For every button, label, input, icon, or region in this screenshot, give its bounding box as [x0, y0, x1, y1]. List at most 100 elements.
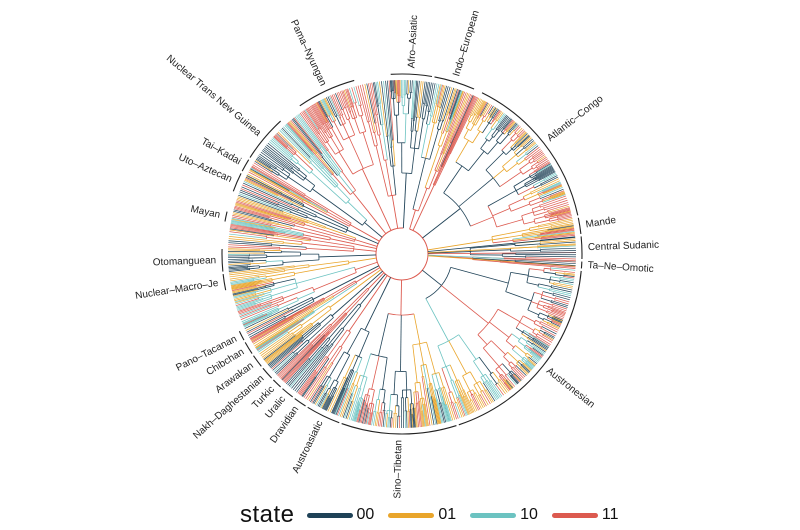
branch-line — [255, 281, 274, 287]
tip-branch — [228, 264, 251, 267]
branch-line — [322, 123, 332, 138]
tip-branch — [289, 120, 318, 154]
long-branch — [427, 244, 576, 254]
tip-branch — [532, 150, 542, 158]
branch-line — [282, 259, 320, 263]
branch-line — [328, 351, 345, 378]
legend-item-10: 10 — [470, 506, 546, 524]
branch-arc — [537, 283, 540, 287]
tip-branch — [299, 112, 328, 151]
branch-line — [522, 233, 541, 237]
tip-branch — [231, 216, 271, 226]
branch-line — [450, 380, 458, 398]
branch-arc — [485, 169, 501, 187]
tip-branch — [283, 126, 323, 169]
tip-branch — [322, 396, 330, 410]
tip-branch — [459, 391, 470, 415]
tip-branch — [537, 229, 575, 236]
tip-branch — [496, 115, 509, 131]
branch-line — [414, 382, 417, 392]
tip-branch — [450, 89, 460, 114]
branch-arc — [543, 207, 545, 211]
tip-branch — [369, 412, 373, 426]
tip-branch — [367, 412, 371, 425]
tip-branch — [266, 334, 302, 364]
branch-line — [486, 117, 491, 122]
branch-line — [499, 171, 522, 188]
branch-line — [328, 115, 333, 123]
branch-line — [272, 228, 304, 236]
branch-line — [469, 371, 478, 384]
branch-line — [376, 114, 381, 135]
tip-branch — [325, 97, 336, 117]
tip-branch — [236, 298, 263, 308]
tip-branch — [313, 386, 325, 405]
tip-branch — [550, 211, 571, 218]
branch-line — [477, 334, 488, 345]
family-label: Afro–Asiatic — [406, 15, 420, 69]
tip-branch — [506, 121, 515, 132]
branch-line — [415, 391, 418, 404]
family-arc — [241, 159, 250, 172]
branch-line — [377, 389, 381, 400]
tip-branch — [388, 417, 390, 428]
tip-branch — [554, 299, 569, 305]
branch-line — [523, 330, 530, 334]
tip-branch — [471, 98, 481, 116]
tip-branch — [387, 417, 389, 428]
legend-item-01: 01 — [388, 506, 464, 524]
tip-branch — [515, 134, 529, 147]
branch-line — [470, 216, 494, 227]
branch-line — [328, 387, 335, 397]
branch-arc — [290, 167, 293, 170]
tip-branch — [532, 338, 549, 350]
clade-stem — [353, 248, 377, 252]
tip-branch — [331, 94, 342, 116]
branch-line — [311, 325, 332, 346]
tip-branch — [498, 380, 508, 393]
branch-arc — [548, 288, 551, 292]
branch-line — [531, 161, 538, 167]
branch-arc — [514, 131, 518, 135]
tip-branch — [491, 108, 498, 118]
branch-arc — [341, 108, 345, 111]
branch-line — [537, 286, 550, 291]
tip-branch — [371, 82, 378, 115]
branch-arc — [283, 315, 286, 319]
branch-line — [333, 121, 344, 141]
branch-line — [548, 314, 554, 318]
tip-branch — [230, 222, 285, 234]
tip-branch — [287, 122, 312, 152]
tip-branch — [492, 110, 501, 122]
tip-branch — [535, 165, 552, 176]
tip-branch — [449, 90, 462, 124]
tip-branch — [260, 332, 293, 356]
tip-branch — [541, 176, 559, 186]
branch-line — [484, 114, 490, 122]
tip-branch — [249, 170, 310, 204]
tip-branch — [323, 398, 330, 410]
branch-arc — [528, 332, 530, 335]
branch-arc — [269, 214, 271, 217]
branch-line — [549, 282, 554, 284]
branch-arc — [332, 295, 334, 298]
tip-branch — [298, 113, 331, 158]
tip-branch — [296, 115, 322, 148]
branch-line — [287, 296, 313, 310]
branch-arc — [518, 337, 522, 342]
tip-branch — [242, 314, 264, 325]
branch-line — [533, 216, 546, 220]
tip-branch — [310, 105, 324, 125]
branch-line — [396, 115, 399, 143]
tip-branch — [245, 177, 292, 201]
branch-arc — [515, 315, 524, 329]
tip-branch — [305, 108, 320, 129]
tip-branch — [470, 394, 479, 411]
branch-line — [283, 242, 302, 245]
tip-branch — [518, 130, 526, 138]
tip-branch — [540, 240, 576, 244]
tip-branch — [540, 228, 575, 235]
branch-line — [543, 271, 556, 275]
branch-arc — [353, 101, 358, 104]
tip-branch — [385, 413, 388, 428]
